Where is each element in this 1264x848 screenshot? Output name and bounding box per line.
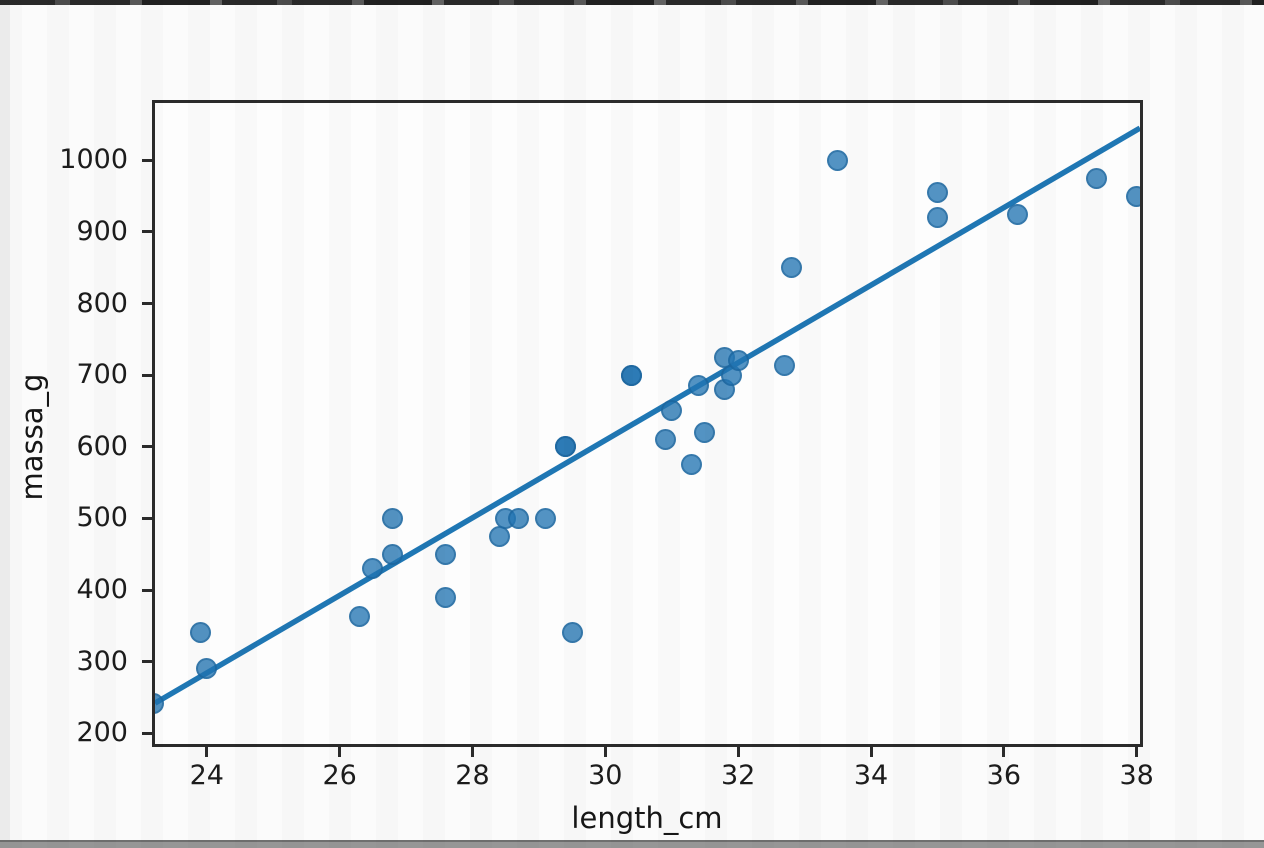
data-point	[554, 436, 576, 458]
x-tick-mark	[470, 747, 474, 757]
y-tick-mark	[142, 660, 152, 664]
x-tick-mark	[205, 747, 209, 757]
data-point	[508, 507, 530, 529]
x-axis-label: length_cm	[571, 801, 723, 835]
x-tick-label: 34	[853, 760, 889, 791]
data-point	[926, 207, 948, 229]
x-tick-mark	[736, 747, 740, 757]
y-axis-label: massa_g	[15, 373, 49, 501]
x-tick-mark	[1135, 747, 1139, 757]
data-point	[694, 421, 716, 443]
bottom-edge-artifact	[0, 840, 1264, 848]
y-tick-mark	[142, 588, 152, 592]
y-tick-mark	[142, 373, 152, 377]
y-tick-label: 900	[76, 215, 128, 247]
x-tick-label: 38	[1119, 760, 1154, 791]
data-point	[382, 543, 404, 565]
left-edge-artifact	[0, 5, 10, 840]
data-point	[1126, 185, 1140, 207]
data-point	[661, 400, 683, 422]
data-point	[774, 354, 796, 376]
data-point	[681, 454, 703, 476]
x-tick-mark	[603, 747, 607, 757]
x-tick-label: 32	[720, 760, 756, 791]
plot-area	[152, 100, 1143, 747]
data-point	[827, 149, 849, 171]
x-tick-label: 28	[455, 760, 490, 791]
y-tick-label: 1000	[59, 144, 128, 176]
y-tick-label: 500	[76, 502, 128, 534]
data-point	[382, 507, 404, 529]
x-tick-mark	[869, 747, 873, 757]
y-tick-label: 300	[76, 645, 128, 677]
data-point	[687, 375, 709, 397]
data-point	[535, 507, 557, 529]
data-point	[488, 525, 510, 547]
data-point	[561, 622, 583, 644]
y-tick-mark	[142, 516, 152, 520]
x-tick-mark	[1002, 747, 1006, 757]
x-tick-mark	[338, 747, 342, 757]
data-point	[362, 558, 384, 580]
x-tick-label: 36	[986, 760, 1022, 791]
y-tick-mark	[142, 445, 152, 449]
data-point	[654, 429, 676, 451]
regression-line	[155, 125, 1140, 706]
data-point	[1086, 167, 1108, 189]
data-point	[926, 182, 948, 204]
y-tick-label: 800	[76, 287, 128, 319]
x-tick-label: 30	[588, 760, 623, 791]
y-tick-mark	[142, 158, 152, 162]
y-tick-label: 600	[76, 430, 128, 462]
top-edge-artifact	[0, 0, 1264, 5]
y-tick-mark	[142, 731, 152, 735]
y-tick-mark	[142, 230, 152, 234]
data-point	[621, 364, 643, 386]
y-tick-label: 400	[76, 574, 128, 606]
data-point	[727, 350, 749, 372]
y-tick-mark	[142, 302, 152, 306]
x-tick-label: 26	[322, 760, 357, 791]
data-point	[196, 658, 218, 680]
data-point	[780, 257, 802, 279]
data-point	[349, 606, 371, 628]
y-tick-label: 700	[76, 359, 128, 391]
data-point	[1006, 203, 1028, 225]
data-point	[435, 586, 457, 608]
x-tick-label: 24	[189, 760, 224, 791]
data-point	[435, 543, 457, 565]
data-point	[189, 622, 211, 644]
y-tick-label: 200	[76, 717, 128, 749]
